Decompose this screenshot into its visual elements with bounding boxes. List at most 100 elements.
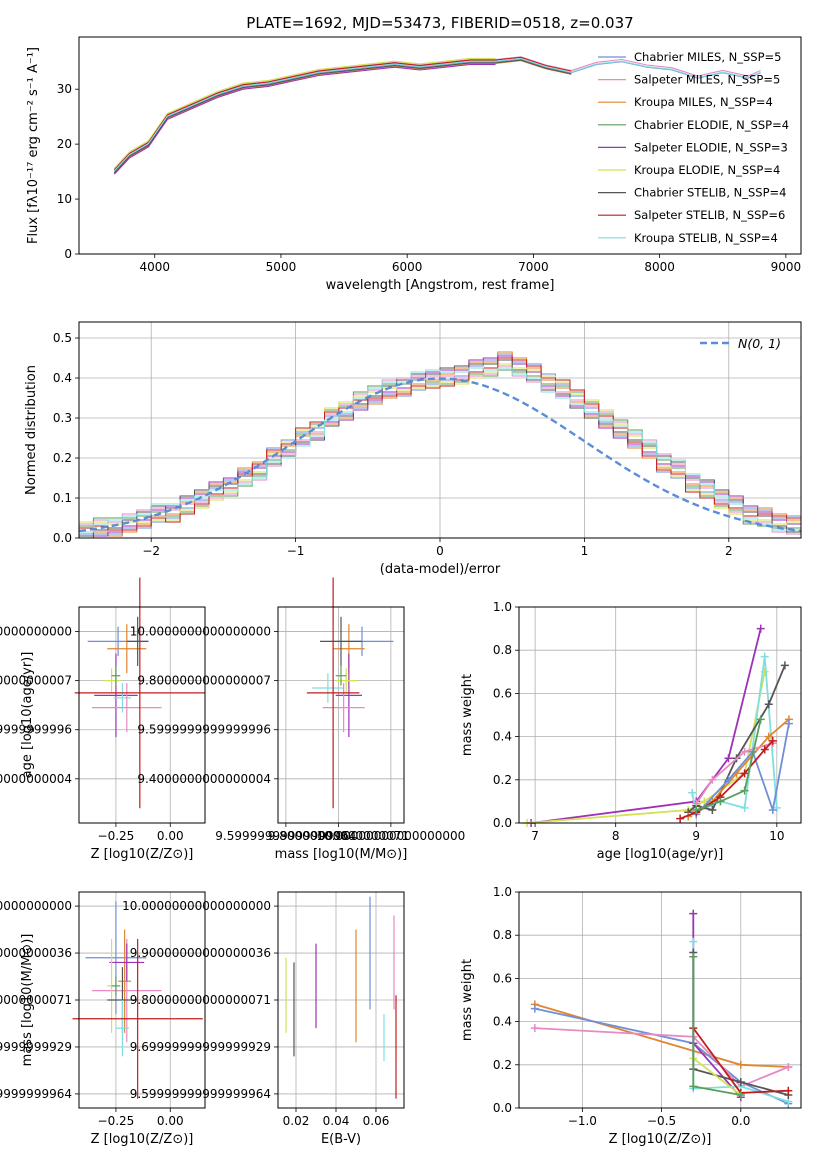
x-tick-label: 9000	[771, 260, 802, 274]
x-tick-label: 10.00000000000000000	[316, 829, 465, 843]
axes-frame	[78, 891, 206, 1109]
y-axis-label: mass weight	[460, 674, 475, 756]
age_vs_mass-panel: 9.599999999999999649.8000000000000007110…	[130, 577, 465, 862]
x-tick-label: 9	[692, 829, 700, 843]
weight-marker	[784, 1062, 793, 1071]
spectrum-model-line	[113, 63, 496, 175]
mass_vs_Z-panel: −0.25 0.00 9.59999999999999964 9.6999999999…	[0, 891, 206, 1147]
weight-line	[692, 913, 742, 1098]
weight-marker	[676, 814, 685, 823]
normal-curve	[78, 377, 802, 533]
weight-marker	[736, 1060, 745, 1069]
axes-frame	[78, 606, 206, 824]
weight-marker	[530, 1024, 539, 1033]
spectrum-panel: 4000 5000 6000 7000 8000 9000 0 10 20 30 wavelengt…	[26, 36, 802, 293]
spectrum-model-line	[113, 57, 761, 172]
figure-title: PLATE=1692, MJD=53473, FIBERID=0518, z=0…	[246, 14, 633, 32]
weight-marker	[740, 747, 749, 756]
y-tick-label: 9.5999999999999996	[137, 723, 271, 737]
x-tick-label: 8	[612, 829, 620, 843]
weight-line	[530, 628, 762, 824]
y-tick-label: 9.90000000000000036	[0, 946, 72, 960]
x-tick-label: −0.5	[647, 1114, 676, 1128]
legend-label: Salpeter ELODIE, N_SSP=3	[634, 140, 788, 154]
axes-frame	[277, 891, 405, 1109]
weight-line	[679, 740, 774, 820]
weight-marker	[760, 652, 769, 661]
legend-label: Kroupa STELIB, N_SSP=4	[634, 231, 778, 245]
y-tick-label: 0.0	[493, 816, 512, 830]
y-tick-label: 9.69999999999999929	[130, 1040, 271, 1054]
x-tick-label: 5000	[266, 260, 297, 274]
axes-frame	[78, 321, 802, 539]
x-tick-label: −1	[287, 544, 305, 558]
y-tick-label: 0.1	[53, 491, 72, 505]
weight-marker	[700, 797, 709, 806]
x-tick-label: 8000	[644, 260, 675, 274]
y-tick-label: 0.0	[493, 1101, 512, 1115]
legend-label: Chabrier ELODIE, N_SSP=4	[634, 118, 789, 132]
y-tick-label: 30	[57, 82, 72, 96]
y-tick-label: 0.2	[493, 773, 512, 787]
x-tick-label: 0.02	[283, 1114, 310, 1128]
mass_vs_ebv-panel: 0.02 0.04 0.06 9.59999999999999964 9.6999999…	[122, 891, 405, 1147]
weight-marker	[784, 1086, 793, 1095]
legend-label: Salpeter STELIB, N_SSP=6	[634, 208, 785, 222]
weight-marker	[740, 786, 749, 795]
x-tick-label: 9.59999999999999964	[215, 829, 356, 843]
y-tick-label: 0.5	[53, 331, 72, 345]
y-tick-label: 20	[57, 137, 72, 151]
x-tick-label: 0.04	[323, 1114, 350, 1128]
x-tick-label: 2	[725, 544, 733, 558]
x-tick-label: 7000	[518, 260, 549, 274]
y-tick-label: 0.6	[493, 971, 512, 985]
panels: 4000 5000 6000 7000 8000 90000102030wavelengt…	[0, 36, 802, 1147]
weight-marker	[764, 732, 773, 741]
y-tick-label: 9.5999999999999996	[0, 723, 72, 737]
y-tick-label: 9.90000000000000036	[130, 946, 271, 960]
legend-label: N(0, 1)	[738, 336, 781, 351]
histogram-steps	[79, 367, 801, 533]
weight-line	[695, 719, 762, 811]
x-tick-label: 6000	[392, 260, 423, 274]
weight-marker	[740, 803, 749, 812]
histogram-steps	[79, 363, 801, 525]
age_vs_Z-panel: −0.25 0.00 9.4000000000000004 9.59999999999…	[0, 577, 206, 862]
x-axis-label: Z [log10(Z/Z⊙)]	[91, 1132, 194, 1147]
y-axis-label: Normed distribution	[24, 365, 39, 495]
y-tick-label: 9.4000000000000004	[137, 772, 271, 786]
y-tick-label: 1.0	[493, 885, 512, 899]
histogram-steps	[79, 351, 801, 539]
x-tick-label: 1	[581, 544, 589, 558]
y-tick-label: 0.2	[53, 451, 72, 465]
weight-marker	[689, 1082, 698, 1091]
y-tick-label: 0.4	[53, 371, 72, 385]
spectrum-model-line	[113, 57, 496, 169]
x-axis-label: age [log10(age/yr)]	[597, 847, 724, 862]
weight_vs_Z-panel: −1.0 −0.5 0.0 0.0 0.2 0.4 0.6 0.8 1.0 Z [log10(Z/…	[460, 885, 802, 1147]
legend-label: Salpeter MILES, N_SSP=5	[634, 73, 780, 87]
weight-marker	[768, 736, 777, 745]
weight-marker	[736, 1091, 745, 1100]
y-tick-label: 0.2	[493, 1058, 512, 1072]
weight-marker	[688, 788, 697, 797]
y-tick-label: 10.0000000000000000	[130, 625, 271, 639]
weight-marker	[716, 797, 725, 806]
y-tick-label: 9.8000000000000007	[137, 674, 271, 688]
x-tick-label: −0.25	[98, 1114, 135, 1128]
weight-marker	[736, 1078, 745, 1087]
weight_vs_age-panel: 7 8 9 10 0.0 0.2 0.4 0.6 0.8 1.0 age [log10(age/yr…	[460, 600, 802, 862]
weight-marker	[764, 700, 773, 709]
weight-marker	[768, 806, 777, 815]
y-tick-label: 0.3	[53, 411, 72, 425]
weight-marker	[780, 661, 789, 670]
y-axis-label: Flux [fλ10⁻¹⁷ erg cm⁻² s⁻¹ A⁻¹]	[26, 47, 41, 244]
y-axis-label: mass weight	[460, 959, 475, 1041]
y-tick-label: 9.80000000000000071	[130, 993, 271, 1007]
y-tick-label: 9.59999999999999964	[130, 1087, 271, 1101]
weight-marker	[760, 745, 769, 754]
x-tick-label: 4000	[139, 260, 170, 274]
weight-line	[695, 742, 774, 805]
x-tick-label: −2	[142, 544, 160, 558]
